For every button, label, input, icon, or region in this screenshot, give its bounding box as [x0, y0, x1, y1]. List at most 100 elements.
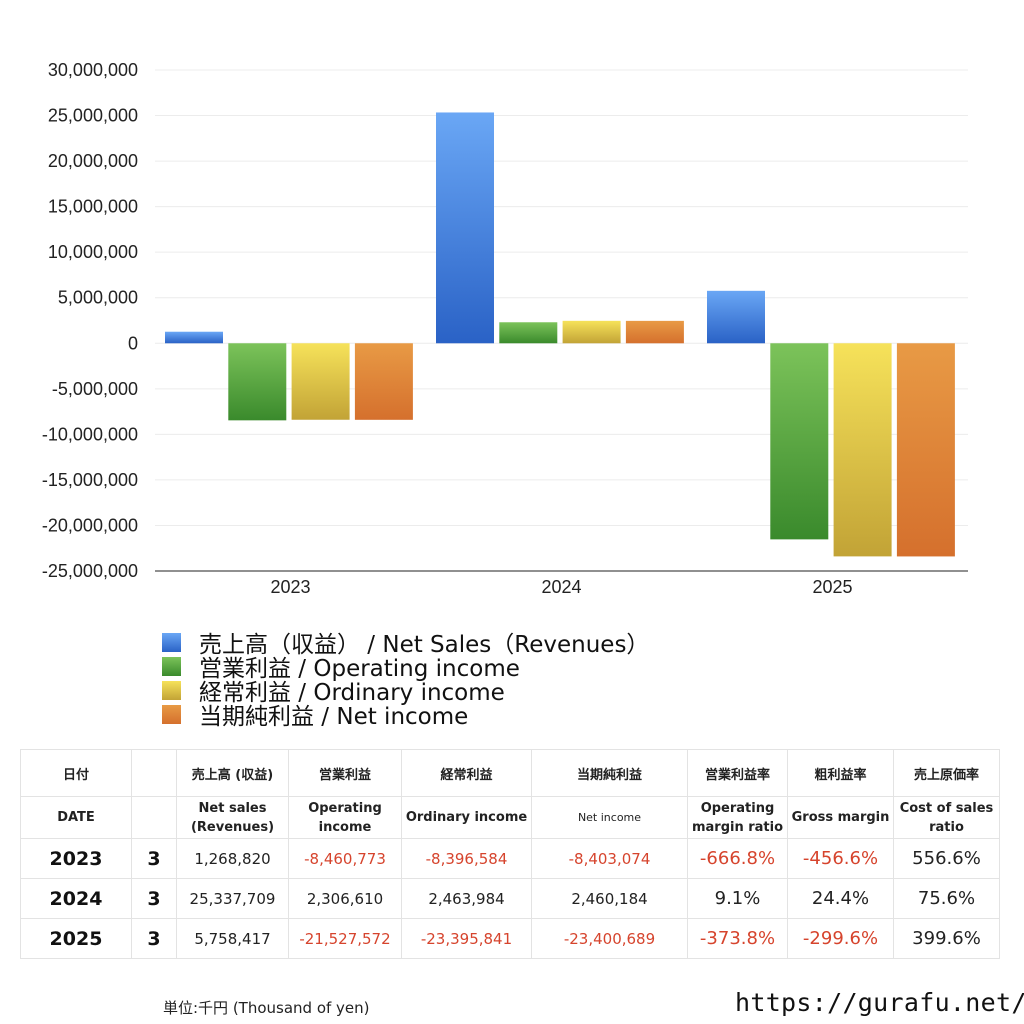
subheader-cost-ratio: Cost of sales ratio — [893, 796, 1000, 839]
row-month: 3 — [131, 838, 177, 879]
bar — [833, 343, 892, 557]
subheader-text: Net sales — [198, 800, 267, 816]
table-row: 2024 3 25,337,709 2,306,610 2,463,984 2,… — [20, 878, 1000, 919]
legend-label: 当期純利益 / Net income — [199, 704, 469, 730]
bar — [707, 290, 765, 344]
cell-operating-margin: 9.1% — [687, 878, 788, 919]
legend-swatch — [162, 632, 181, 652]
cell-ordinary-income: 2,463,984 — [401, 878, 532, 919]
y-tick-label: 0 — [128, 333, 138, 353]
bar — [228, 343, 287, 421]
bar — [770, 343, 829, 540]
cell-net-sales: 25,337,709 — [176, 878, 289, 919]
cell-operating-income: -8,460,773 — [288, 838, 402, 879]
site-url: https://gurafu.net/ — [735, 988, 1024, 1017]
bar — [625, 320, 684, 344]
header-operating-income: 営業利益 — [288, 749, 402, 797]
header-operating-margin: 営業利益率 — [687, 749, 788, 797]
cell-ordinary-income: -23,395,841 — [401, 918, 532, 959]
header-net-income: 当期純利益 — [531, 749, 688, 797]
bar — [499, 322, 558, 344]
subheader-net-income: Net income — [531, 796, 688, 839]
cell-cost-ratio: 75.6% — [893, 878, 1000, 919]
row-year: 2023 — [20, 838, 132, 879]
row-month: 3 — [131, 918, 177, 959]
subheader-ordinary-income: Ordinary income — [401, 796, 532, 839]
cell-net-income: 2,460,184 — [531, 878, 688, 919]
cell-operating-income: -21,527,572 — [288, 918, 402, 959]
legend-label: 売上高（収益） / Net Sales（Revenues） — [199, 632, 650, 658]
legend-label: 経常利益 / Ordinary income — [199, 680, 505, 706]
y-tick-label: -20,000,000 — [42, 515, 138, 535]
y-tick-label: 20,000,000 — [48, 151, 138, 171]
cell-net-income: -23,400,689 — [531, 918, 688, 959]
legend-swatch — [162, 656, 181, 676]
legend-label: 営業利益 / Operating income — [199, 656, 520, 682]
unit-note: 単位:千円 (Thousand of yen) — [163, 999, 370, 1017]
y-tick-label: 25,000,000 — [48, 106, 138, 126]
legend-item-operating-income: 営業利益 / Operating income — [162, 654, 649, 682]
cell-net-income: -8,403,074 — [531, 838, 688, 879]
bar — [896, 343, 955, 557]
subheader-date: DATE — [20, 796, 132, 839]
x-tick-label: 2025 — [812, 577, 852, 597]
subheader-text: Operating — [308, 800, 382, 816]
legend-item-ordinary-income: 経常利益 / Ordinary income — [162, 678, 649, 706]
y-tick-label: 30,000,000 — [48, 60, 138, 80]
cell-net-sales: 1,268,820 — [176, 838, 289, 879]
subheader-text: ratio — [929, 819, 964, 835]
row-year: 2024 — [20, 878, 132, 919]
y-axis-ticks: 30,000,000 25,000,000 20,000,000 15,000,000… — [42, 60, 138, 581]
legend-swatch — [162, 680, 181, 700]
y-tick-label: -10,000,000 — [42, 424, 138, 444]
x-axis: 2023 2024 2025 — [155, 570, 968, 597]
legend-swatch — [162, 704, 181, 724]
y-tick-label: 15,000,000 — [48, 197, 138, 217]
subheader-operating-margin: Operating margin ratio — [687, 796, 788, 839]
y-tick-label: -15,000,000 — [42, 470, 138, 490]
cell-cost-ratio: 399.6% — [893, 918, 1000, 959]
x-tick-label: 2024 — [541, 577, 581, 597]
cell-gross-margin: -456.6% — [787, 838, 894, 879]
header-cost-ratio: 売上原価率 — [893, 749, 1000, 797]
x-tick-label: 2023 — [270, 577, 310, 597]
bar — [354, 343, 413, 420]
header-blank — [131, 749, 177, 797]
row-month: 3 — [131, 878, 177, 919]
cell-gross-margin: 24.4% — [787, 878, 894, 919]
legend-item-net-sales: 売上高（収益） / Net Sales（Revenues） — [162, 630, 649, 658]
cell-net-sales: 5,758,417 — [176, 918, 289, 959]
subheader-text: margin ratio — [691, 819, 784, 835]
cell-operating-income: 2,306,610 — [288, 878, 402, 919]
table-row: 2023 3 1,268,820 -8,460,773 -8,396,584 -… — [20, 838, 1000, 879]
subheader-operating-income: Operating income — [288, 796, 402, 839]
cell-ordinary-income: -8,396,584 — [401, 838, 532, 879]
bar — [562, 320, 621, 344]
cell-operating-margin: -666.8% — [687, 838, 788, 879]
y-tick-label: 10,000,000 — [48, 242, 138, 262]
bar — [291, 343, 350, 420]
subheader-text: Operating — [700, 800, 775, 816]
subheader-text: income — [318, 819, 372, 835]
subheader-blank — [131, 796, 177, 839]
legend-item-net-income: 当期純利益 / Net income — [162, 702, 649, 730]
y-tick-label: -5,000,000 — [52, 379, 138, 399]
subheader-text: (Revenues) — [190, 819, 275, 835]
header-date: 日付 — [20, 749, 132, 797]
table-row: 2025 3 5,758,417 -21,527,572 -23,395,841… — [20, 918, 1000, 959]
subheader-gross-margin: Gross margin — [787, 796, 894, 839]
bar — [436, 112, 494, 344]
cell-operating-margin: -373.8% — [687, 918, 788, 959]
legend: 売上高（収益） / Net Sales（Revenues） 営業利益 / Ope… — [162, 630, 649, 730]
bar-chart: 30,000,000 25,000,000 20,000,000 15,000,000… — [42, 60, 968, 597]
y-tick-label: -25,000,000 — [42, 561, 138, 581]
cell-cost-ratio: 556.6% — [893, 838, 1000, 879]
table-subheader-row: DATE Net sales (Revenues) Operating income… — [20, 796, 1000, 839]
header-net-sales: 売上高 (収益) — [176, 749, 289, 797]
header-gross-margin: 粗利益率 — [787, 749, 894, 797]
row-year: 2025 — [20, 918, 132, 959]
table-header-row: 日付 売上高 (収益) 営業利益 経常利益 当期純利益 営業利益率 粗利益率 売… — [20, 749, 1000, 797]
header-ordinary-income: 経常利益 — [401, 749, 532, 797]
subheader-text: Cost of sales — [899, 800, 994, 816]
bar — [165, 331, 223, 344]
